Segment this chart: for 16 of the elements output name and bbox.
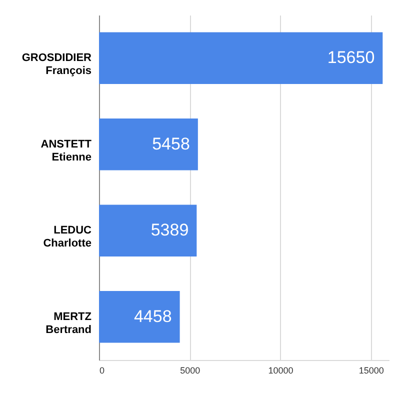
- bar: [99, 204, 197, 256]
- data-label: 5458: [152, 134, 190, 154]
- y-tick-label: ANSTETT Etienne: [40, 138, 92, 164]
- bar: [99, 291, 180, 343]
- bar: [99, 118, 198, 170]
- x-tick-label: 15000: [358, 366, 384, 376]
- y-tick-label: GROSDIDIER François: [22, 52, 92, 78]
- data-label: 4458: [134, 306, 172, 326]
- y-tick-label: LEDUC Charlotte: [43, 224, 92, 250]
- y-tick-label: MERTZ Bertrand: [46, 310, 92, 336]
- data-label: 5389: [150, 220, 189, 240]
- x-tick-label: 10000: [268, 366, 294, 376]
- data-label: 15650: [327, 48, 375, 68]
- x-tick-label: 0: [100, 366, 105, 376]
- x-tick-label: 5000: [180, 366, 200, 376]
- bar: [99, 32, 383, 84]
